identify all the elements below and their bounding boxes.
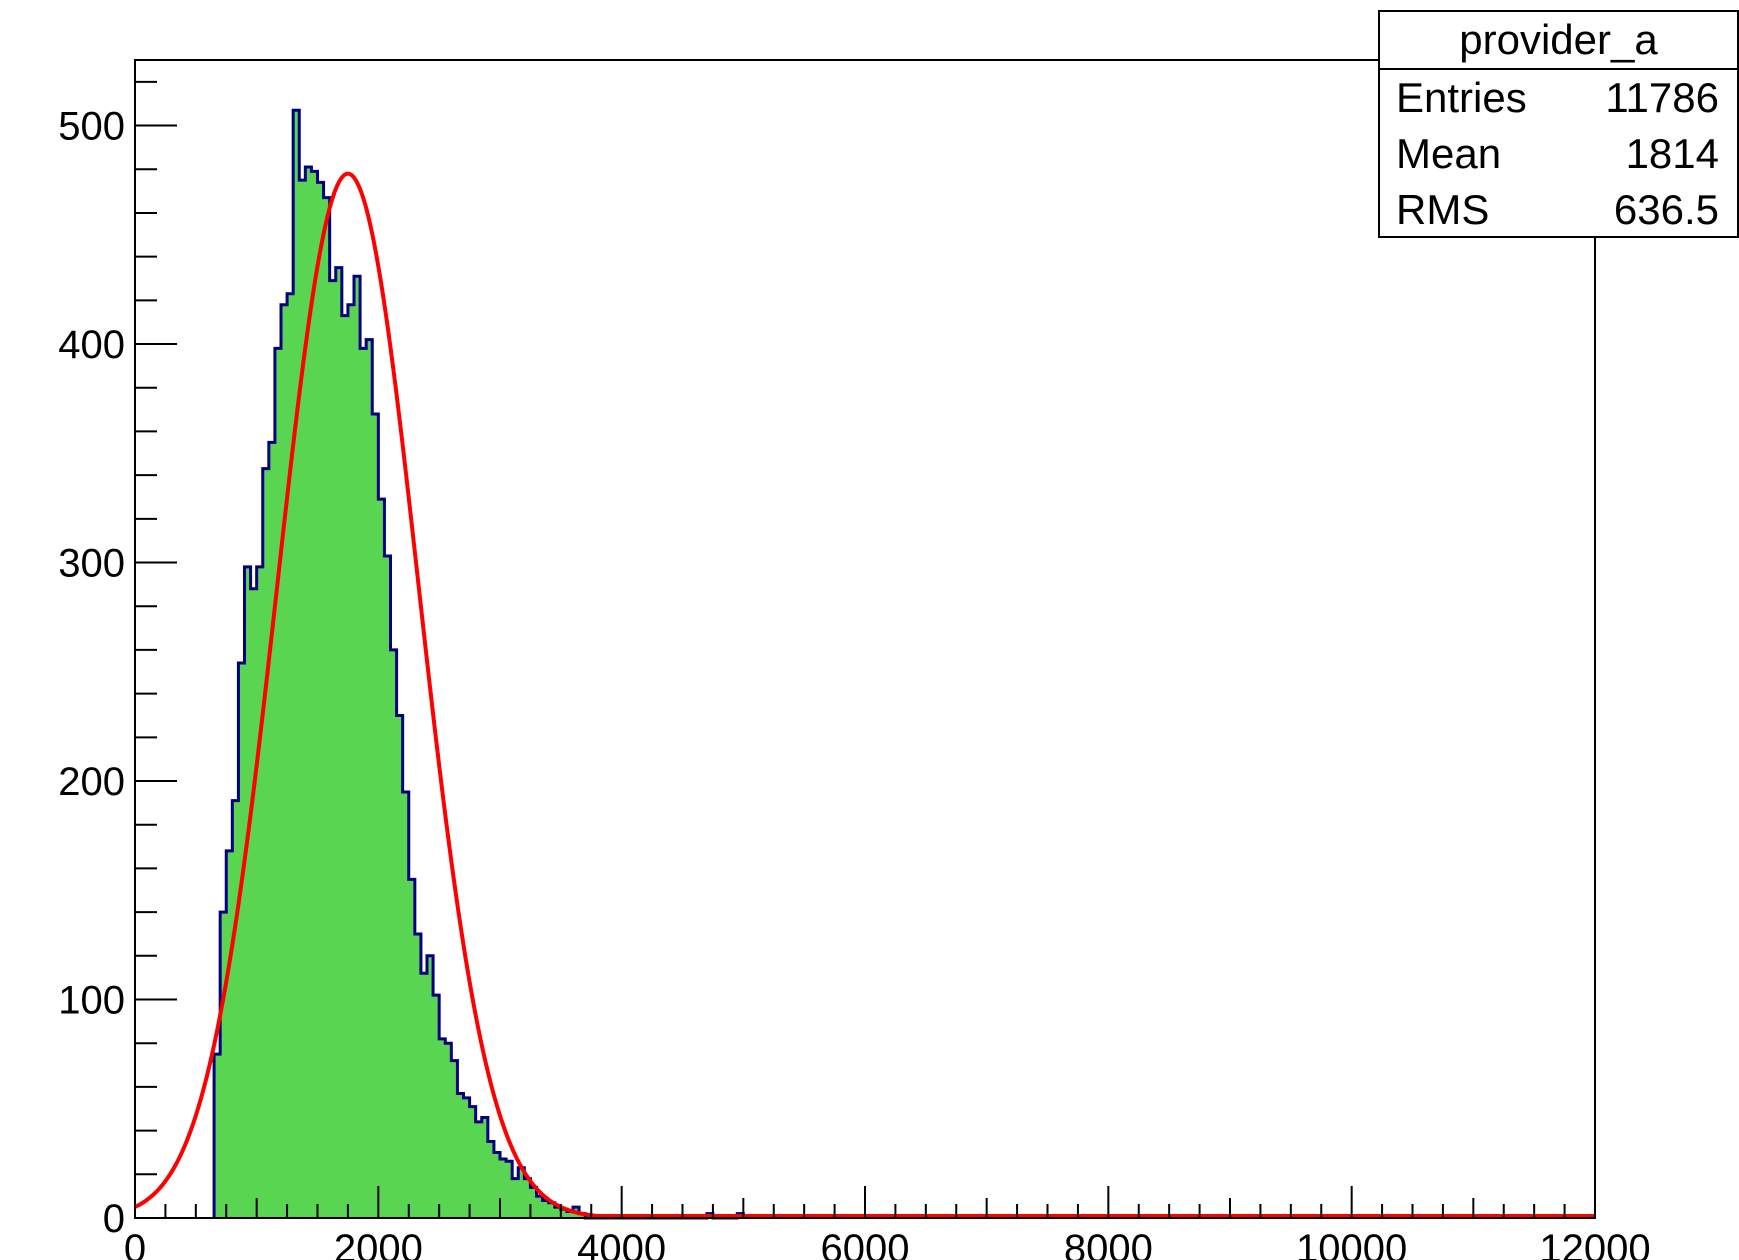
histogram-bar xyxy=(390,649,398,1218)
histogram-bar xyxy=(463,1097,471,1218)
histogram-bar xyxy=(360,348,367,1218)
histogram-bar xyxy=(445,1043,452,1218)
histogram-bar xyxy=(323,197,331,1219)
stats-rms-label: RMS xyxy=(1396,186,1490,233)
histogram-bar xyxy=(566,1211,574,1218)
histogram-bar xyxy=(451,1060,459,1218)
histogram-bar xyxy=(311,171,319,1219)
histogram-bar xyxy=(512,1178,519,1218)
histogram-bar xyxy=(469,1106,477,1218)
histogram-bar xyxy=(238,663,246,1218)
histogram-bar xyxy=(414,933,422,1218)
y-tick-label: 0 xyxy=(103,1197,125,1241)
histogram-bar xyxy=(378,499,386,1219)
y-tick-label: 300 xyxy=(58,542,125,586)
stats-entries-label: Entries xyxy=(1396,74,1527,121)
histogram-bar xyxy=(506,1161,513,1218)
histogram-bar xyxy=(481,1117,489,1218)
histogram-bar xyxy=(439,1038,446,1218)
y-tick-label: 400 xyxy=(58,323,125,367)
x-tick-label: 2000 xyxy=(334,1227,423,1260)
histogram-bar xyxy=(232,800,240,1218)
histogram-bar xyxy=(542,1200,550,1218)
histogram-bar xyxy=(524,1178,532,1218)
histogram-bar xyxy=(220,912,227,1218)
histogram-bar xyxy=(366,339,373,1218)
histogram-bars xyxy=(214,110,744,1219)
histogram-bar xyxy=(250,588,258,1218)
x-tick-label: 8000 xyxy=(1064,1227,1153,1260)
stats-mean-value: 1814 xyxy=(1625,130,1719,177)
histogram-bar xyxy=(305,167,313,1218)
histogram-bar xyxy=(493,1152,501,1218)
stats-box: provider_a Entries 11786 Mean 1814 RMS 6… xyxy=(1378,10,1739,238)
x-tick-label: 12000 xyxy=(1539,1227,1650,1260)
histogram-bar xyxy=(500,1159,507,1218)
histogram-bar xyxy=(347,304,355,1218)
histogram-bar xyxy=(335,267,343,1218)
histogram-bar xyxy=(396,715,404,1218)
x-tick-label: 10000 xyxy=(1296,1227,1407,1260)
y-tick-label: 500 xyxy=(58,105,125,149)
histogram-bar xyxy=(214,1054,221,1218)
histogram-bar xyxy=(457,1093,465,1218)
stats-title: provider_a xyxy=(1380,12,1737,70)
x-axis: 0 2000 4000 6000 8000 10000 12000 xyxy=(124,1186,1651,1260)
histogram-bar xyxy=(560,1209,568,1218)
histogram-bar xyxy=(317,182,325,1218)
histogram-bar xyxy=(372,413,379,1218)
histogram-bar xyxy=(274,348,282,1218)
histogram-bar xyxy=(329,280,337,1218)
histogram-bar xyxy=(420,973,428,1218)
stats-rms-value: 636.5 xyxy=(1613,186,1719,233)
y-axis: 0 100 200 300 400 500 xyxy=(58,80,177,1241)
histogram-bar xyxy=(518,1167,525,1218)
x-tick-label: 6000 xyxy=(821,1227,910,1260)
histogram-bar xyxy=(536,1196,544,1218)
histogram-bar xyxy=(384,555,392,1218)
stats-row-rms: RMS 636.5 xyxy=(1380,182,1737,238)
histogram-bar xyxy=(402,791,410,1218)
stats-row-mean: Mean 1814 xyxy=(1380,126,1737,182)
stats-row-entries: Entries 11786 xyxy=(1380,70,1737,126)
x-tick-label: 0 xyxy=(124,1227,146,1260)
histogram-bar xyxy=(408,879,416,1218)
histogram-bar xyxy=(427,955,434,1218)
histogram-bar xyxy=(548,1202,556,1218)
histogram-bar xyxy=(487,1141,495,1218)
x-tick-label: 4000 xyxy=(577,1227,666,1260)
histogram-bar xyxy=(293,110,300,1219)
histogram-bar xyxy=(262,468,270,1218)
histogram-bar xyxy=(530,1187,538,1218)
stats-entries-value: 11786 xyxy=(1605,74,1719,121)
histogram-bar xyxy=(287,293,294,1218)
histogram-bar xyxy=(554,1207,562,1218)
histogram-bar xyxy=(244,566,252,1218)
y-tick-label: 200 xyxy=(58,760,125,804)
histogram-bar xyxy=(299,180,306,1219)
histogram-bar xyxy=(433,995,440,1218)
histogram-bar xyxy=(256,566,264,1218)
histogram-bar xyxy=(281,304,288,1218)
y-tick-label: 100 xyxy=(58,979,125,1023)
stats-mean-label: Mean xyxy=(1396,130,1502,177)
histogram-bar xyxy=(354,276,361,1218)
histogram-bar xyxy=(341,315,349,1218)
histogram-bar xyxy=(475,1121,483,1218)
histogram-bar xyxy=(268,442,276,1218)
histogram-bar xyxy=(226,850,233,1218)
